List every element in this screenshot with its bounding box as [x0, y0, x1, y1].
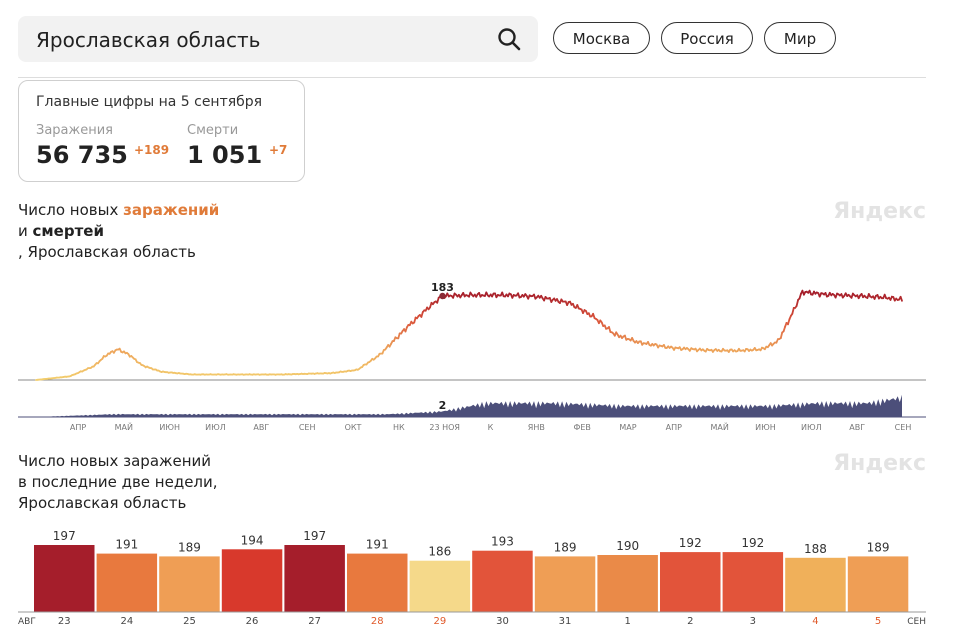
- infections-line-segment: [795, 298, 799, 307]
- bar-value-label: 186: [428, 545, 451, 559]
- x-tick-label: ИЮН: [755, 423, 776, 432]
- bar-value-label: 188: [804, 542, 827, 556]
- chip-russia[interactable]: Россия: [661, 22, 753, 54]
- x-tick-label: АПР: [666, 423, 682, 432]
- bar: [597, 555, 658, 612]
- chart1-title: Число новых заражений и смертей , Яросла…: [18, 200, 219, 263]
- bar-category-label: 25: [183, 616, 196, 627]
- chart2-title-line1: Число новых заражений: [18, 452, 212, 470]
- bar-month-end-label: СЕН: [907, 617, 926, 627]
- bar: [660, 552, 721, 612]
- bar: [96, 553, 158, 612]
- bar: [159, 556, 220, 612]
- x-tick-label: ИЮН: [159, 423, 180, 432]
- deaths-label: Смерти: [187, 123, 239, 138]
- bar-category-label: 26: [246, 616, 259, 627]
- x-tick-label: МАР: [619, 423, 636, 432]
- bar: [34, 545, 95, 612]
- divider: [18, 77, 926, 78]
- peak-deaths-label: 2: [439, 399, 447, 412]
- bar-category-label: 30: [496, 616, 509, 627]
- x-tick-label: НК: [393, 423, 405, 432]
- search-bar[interactable]: Ярославская область: [18, 16, 538, 62]
- bar: [409, 560, 471, 612]
- x-tick-label: 23 НОЯ: [429, 423, 460, 432]
- x-tick-label: ЯНВ: [528, 423, 545, 432]
- bar-value-label: 194: [241, 533, 264, 547]
- bar-category-label: 1: [624, 616, 630, 627]
- bar-value-label: 197: [53, 529, 76, 543]
- chart1-title-and: и: [18, 222, 33, 240]
- bar: [847, 556, 909, 612]
- bar-category-label: 5: [875, 616, 881, 627]
- chart2-title-line3: Ярославская область: [18, 494, 187, 512]
- summary-card: Главные цифры на 5 сентября Заражения 56…: [18, 80, 305, 182]
- bar-category-label: 23: [58, 616, 71, 627]
- infections-label: Заражения: [36, 123, 113, 138]
- bar-category-label: 24: [120, 616, 133, 627]
- x-tick-label: СЕН: [299, 423, 316, 432]
- bar-value-label: 191: [115, 538, 138, 552]
- x-tick-label: МАЙ: [710, 421, 728, 432]
- bar: [534, 556, 596, 612]
- peak-infections-label: 183: [431, 281, 454, 294]
- x-tick-label: ОКТ: [345, 423, 362, 432]
- infections-line-segment: [779, 331, 784, 340]
- x-tick-label: СЕН: [895, 423, 912, 432]
- chart1-title-deaths: смертей: [32, 222, 104, 240]
- x-tick-label: К: [488, 423, 494, 432]
- bar-category-label: 4: [812, 616, 818, 627]
- chart1-title-prefix: Число новых: [18, 201, 124, 219]
- bar-value-label: 191: [366, 538, 389, 552]
- bar-category-label: 2: [687, 616, 693, 627]
- bar: [221, 549, 283, 612]
- chart1-title-region: , Ярославская область: [18, 243, 196, 261]
- bar-category-label: 27: [308, 616, 321, 627]
- bar-value-label: 190: [616, 539, 639, 553]
- chart2-title-line2: в последние две недели,: [18, 473, 218, 491]
- deaths-delta: +7: [269, 143, 288, 157]
- x-tick-label: ИЮЛ: [801, 423, 822, 432]
- chip-world[interactable]: Мир: [764, 22, 836, 54]
- yandex-watermark: Яндекс: [833, 199, 926, 224]
- deaths-area: [36, 394, 902, 417]
- bar: [472, 550, 533, 612]
- infections-line-segment: [899, 295, 903, 302]
- summary-title: Главные цифры на 5 сентября: [36, 94, 263, 110]
- chart2-title: Число новых заражений в последние две не…: [18, 451, 218, 514]
- x-tick-label: АВГ: [253, 423, 269, 432]
- bar-value-label: 189: [867, 540, 890, 554]
- bar-month-start-label: АВГ: [18, 617, 36, 627]
- infections-delta: +189: [134, 143, 170, 157]
- bar-category-label: 28: [371, 616, 384, 627]
- chart1-title-infections: заражений: [123, 201, 220, 219]
- bar: [347, 553, 408, 612]
- deaths-value: 1 051: [187, 141, 263, 169]
- bar: [722, 552, 784, 612]
- peak-marker: [439, 292, 446, 300]
- bar-category-label: 31: [559, 616, 572, 627]
- bar: [284, 545, 345, 612]
- bar-value-label: 193: [491, 535, 514, 549]
- chip-moscow[interactable]: Москва: [553, 22, 650, 54]
- x-tick-label: ИЮЛ: [205, 423, 226, 432]
- bar-value-label: 189: [554, 540, 577, 554]
- infections-line-segment: [791, 306, 795, 315]
- bar-category-label: 29: [433, 616, 446, 627]
- x-tick-label: АПР: [70, 423, 86, 432]
- bar-category-label: 3: [750, 616, 756, 627]
- search-input[interactable]: Ярославская область: [36, 28, 261, 52]
- bar: [785, 557, 846, 612]
- yandex-watermark-2: Яндекс: [833, 451, 926, 476]
- search-icon[interactable]: [496, 26, 524, 54]
- x-tick-label: ФЕВ: [573, 423, 590, 432]
- bar-value-label: 192: [679, 536, 702, 550]
- x-tick-label: АВГ: [849, 423, 865, 432]
- infections-value: 56 735: [36, 141, 128, 169]
- x-tick-label: МАЙ: [115, 421, 133, 432]
- bar-value-label: 192: [741, 536, 764, 550]
- bar-value-label: 197: [303, 529, 326, 543]
- bar-value-label: 189: [178, 540, 201, 554]
